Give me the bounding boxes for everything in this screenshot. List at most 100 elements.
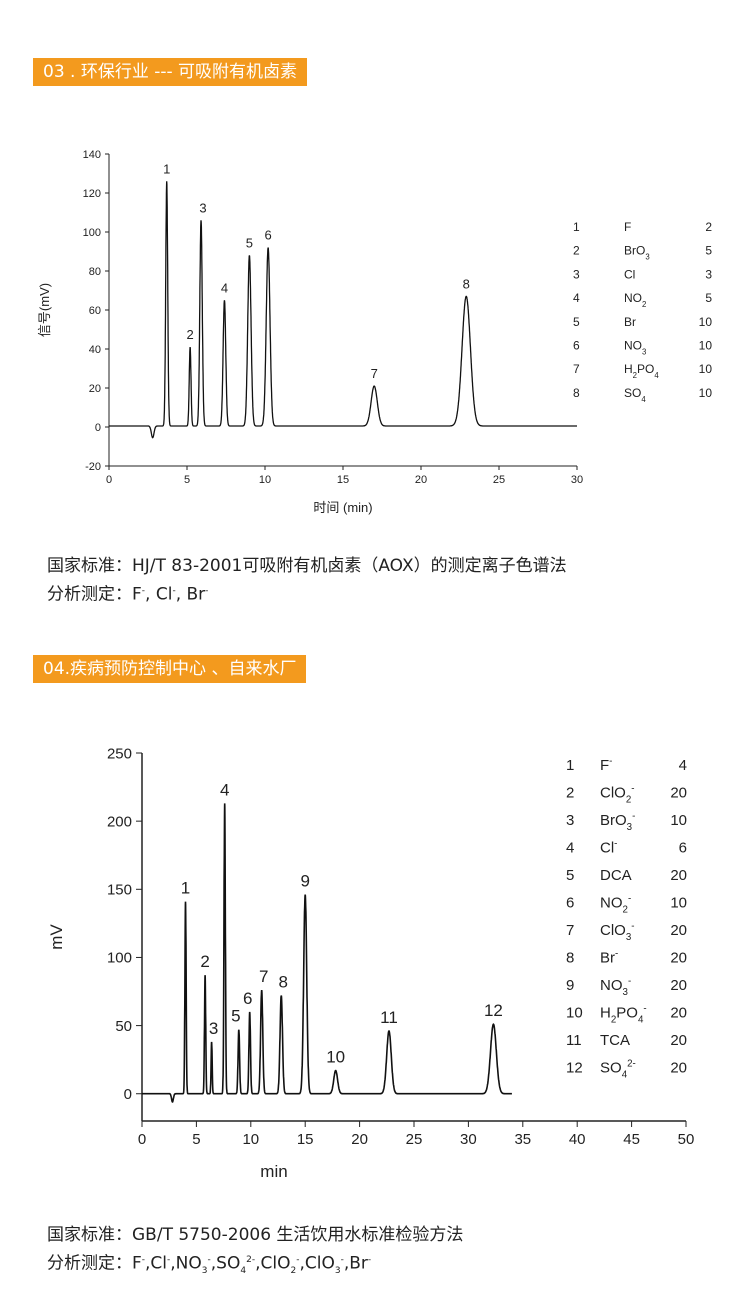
legend-number: 9: [566, 977, 574, 994]
charge: -: [205, 586, 209, 596]
legend-number: 3: [566, 812, 574, 829]
legend-value: 10: [699, 315, 713, 329]
peak-label-10: 10: [326, 1048, 345, 1067]
legend-ion: BrO3-: [600, 811, 635, 833]
y-tick-label: -20: [85, 461, 101, 473]
analysis-label: 分析测定：: [47, 1253, 132, 1274]
chromatogram-trace: [109, 181, 577, 439]
section-badge-environmental: 03 . 环保行业 --- 可吸附有机卤素: [33, 58, 308, 86]
charge: 2-: [246, 1255, 256, 1265]
peak-label-11: 11: [380, 1008, 398, 1027]
legend-ion: ClO3-: [600, 921, 635, 943]
legend-value: 20: [670, 977, 687, 994]
x-tick-label: 10: [242, 1131, 259, 1148]
legend-number: 8: [566, 950, 574, 967]
legend-ion: SO42-: [600, 1059, 636, 1081]
peak-label-9: 9: [300, 872, 309, 891]
legend-ion: NO3: [624, 339, 646, 357]
x-tick-label: 35: [514, 1131, 531, 1148]
charge: -: [207, 1255, 211, 1265]
legend-ion: DCA: [600, 867, 632, 884]
charge: -: [367, 1255, 372, 1265]
legend-number: 4: [573, 291, 580, 305]
legend-value: 6: [679, 840, 687, 857]
peak-label-4: 4: [220, 780, 229, 799]
ion-name: ,Cl: [145, 1253, 168, 1274]
charge: -: [296, 1255, 300, 1265]
x-tick-label: 40: [569, 1131, 586, 1148]
legend-ion: F-: [600, 756, 612, 774]
legend-value: 20: [670, 867, 687, 884]
peak-label-4: 4: [221, 280, 228, 295]
legend-number: 1: [566, 757, 574, 774]
legend-value: 10: [670, 895, 687, 912]
legend-number: 6: [566, 895, 574, 912]
legend-value: 10: [699, 386, 713, 400]
y-tick-label: 0: [124, 1086, 132, 1103]
legend-value: 20: [670, 1032, 687, 1049]
y-tick-label: 250: [107, 745, 132, 762]
peak-label-8: 8: [279, 973, 288, 992]
x-tick-label: 25: [406, 1131, 423, 1148]
x-tick-label: 20: [351, 1131, 368, 1148]
legend-ion: H2PO4: [624, 362, 659, 380]
legend-value: 5: [705, 291, 712, 305]
legend-ion: Br: [624, 315, 636, 329]
y-tick-label: 140: [83, 149, 101, 161]
legend-value: 2: [705, 220, 712, 234]
legend-ion: Cl: [624, 267, 635, 281]
peak-label-1: 1: [163, 161, 170, 176]
x-tick-label: 5: [184, 474, 190, 486]
x-tick-label: 30: [571, 474, 583, 486]
x-tick-label: 15: [337, 474, 349, 486]
subscript: 4: [240, 1266, 247, 1277]
legend-number: 2: [566, 785, 574, 802]
x-axis-title: min: [260, 1162, 287, 1181]
legend-value: 3: [705, 267, 712, 281]
y-axis-title: 信号(mV): [37, 283, 52, 337]
legend-number: 3: [573, 267, 580, 281]
legend-ion: NO2-: [600, 894, 631, 916]
legend-number: 5: [566, 867, 574, 884]
chromatogram-chart-2: 0 5 10 15 20 25 30 35 40 45 50050100150200250minmV…: [47, 745, 694, 1181]
x-tick-label: 20: [415, 474, 427, 486]
y-tick-label: 50: [115, 1018, 132, 1035]
legend-value: 10: [670, 812, 687, 829]
section-badge-cdc-waterworks: 04.疾病预防控制中心 、自来水厂: [33, 655, 307, 683]
legend-number: 11: [566, 1032, 582, 1049]
legend-value: 20: [670, 1060, 687, 1077]
legend-value: 20: [670, 1005, 687, 1022]
x-tick-label: 10: [259, 474, 271, 486]
legend-number: 5: [573, 315, 580, 329]
legend-ion: ClO2-: [600, 784, 635, 806]
legend-ion: Br-: [600, 949, 618, 967]
charge: -: [141, 1255, 146, 1265]
peak-label-2: 2: [200, 952, 209, 971]
peak-label-12: 12: [484, 1001, 503, 1020]
x-tick-label: 30: [460, 1131, 477, 1148]
ion-name: ,NO: [170, 1253, 202, 1274]
ion-name: , Cl: [145, 584, 173, 605]
subscript: 3: [334, 1266, 341, 1277]
peak-label-7: 7: [259, 967, 268, 986]
peak-label-5: 5: [231, 1007, 240, 1026]
y-axis-title: mV: [47, 924, 66, 950]
legend-value: 4: [679, 757, 687, 774]
legend-number: 12: [566, 1060, 583, 1077]
analysis-text-2: 分析测定：F-,Cl-,NO3-,SO42-,ClO2-,ClO3-,Br-: [47, 1248, 371, 1283]
legend-value: 10: [699, 362, 713, 376]
charge: -: [141, 586, 146, 596]
legend-ion: H2PO4-: [600, 1004, 647, 1026]
peak-label-7: 7: [371, 366, 378, 381]
peak-label-6: 6: [243, 989, 252, 1008]
x-tick-label: 0: [106, 474, 112, 486]
ion-name: , Br: [175, 584, 206, 605]
legend-value: 10: [699, 339, 713, 353]
legend-ion: Cl-: [600, 839, 617, 857]
y-tick-label: 80: [89, 266, 101, 278]
peak-label-3: 3: [199, 200, 206, 215]
legend-number: 1: [573, 220, 580, 234]
subscript: 2: [290, 1266, 297, 1277]
x-tick-label: 0: [138, 1131, 146, 1148]
